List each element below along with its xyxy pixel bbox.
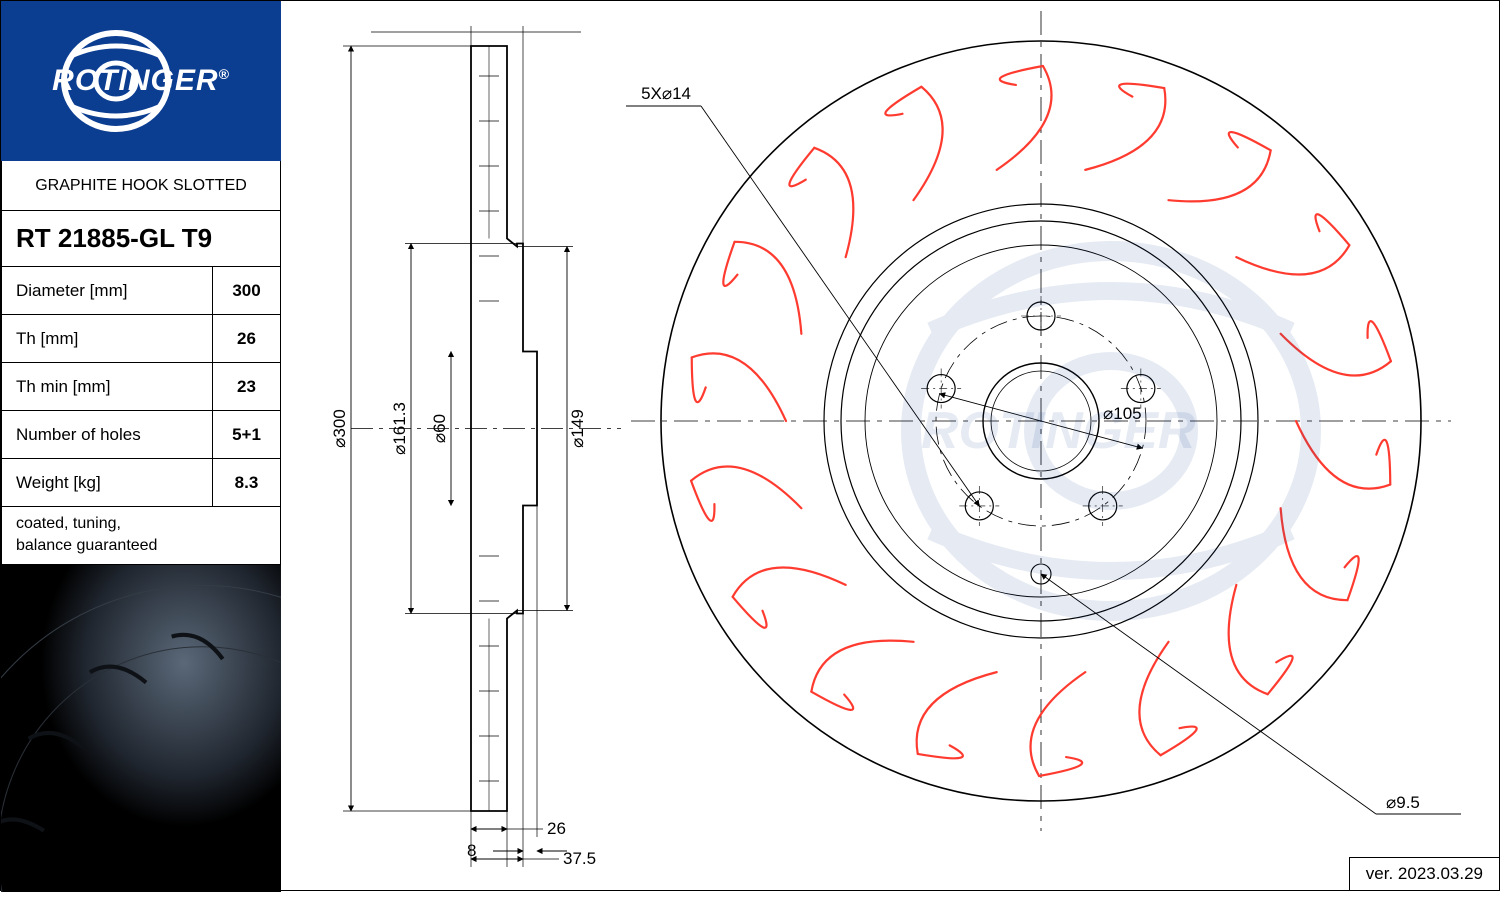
spec-sidebar: ROTINGER® GRAPHITE HOOK SLOTTED RT 21885… xyxy=(1,1,281,892)
spec-notes: coated, tuning,balance guaranteed xyxy=(1,507,281,565)
svg-text:⌀105: ⌀105 xyxy=(1103,404,1142,423)
part-number: RT 21885-GL T9 xyxy=(1,211,281,267)
spec-value: 8.3 xyxy=(212,459,280,506)
spec-row-thmin: Th min [mm] 23 xyxy=(1,363,281,411)
drawing-svg: ⌀300 ⌀161.3 ⌀60 ⌀149 26 37.5 8 5X⌀14 ⌀105 ⌀9.5 xyxy=(281,1,1500,892)
svg-text:⌀161.3: ⌀161.3 xyxy=(390,402,409,455)
product-photo xyxy=(1,565,281,892)
brand-name: ROTINGER® xyxy=(52,64,230,98)
svg-text:5X⌀14: 5X⌀14 xyxy=(641,84,691,103)
spec-value: 23 xyxy=(212,363,280,410)
spec-label: Th min [mm] xyxy=(2,363,212,410)
spec-value: 300 xyxy=(212,267,280,314)
version-label: ver. 2023.03.29 xyxy=(1349,857,1499,890)
svg-text:26: 26 xyxy=(547,819,566,838)
spec-value: 26 xyxy=(212,315,280,362)
spec-value: 5+1 xyxy=(212,411,280,458)
spec-row-holes: Number of holes 5+1 xyxy=(1,411,281,459)
spec-label: Diameter [mm] xyxy=(2,267,212,314)
spec-row-diameter: Diameter [mm] 300 xyxy=(1,267,281,315)
svg-text:⌀60: ⌀60 xyxy=(430,414,449,443)
spec-row-weight: Weight [kg] 8.3 xyxy=(1,459,281,507)
svg-text:8: 8 xyxy=(467,841,476,860)
svg-text:⌀149: ⌀149 xyxy=(568,409,587,448)
spec-label: Weight [kg] xyxy=(2,459,212,506)
svg-text:⌀300: ⌀300 xyxy=(330,409,349,448)
svg-text:⌀9.5: ⌀9.5 xyxy=(1386,793,1420,812)
svg-text:37.5: 37.5 xyxy=(563,849,596,868)
brand-logo-box: ROTINGER® xyxy=(1,1,281,161)
product-subtitle: GRAPHITE HOOK SLOTTED xyxy=(1,161,281,211)
technical-drawing: ROTINGER ⌀300⌀161.3⌀60⌀1492637.58 5X⌀14⌀… xyxy=(281,1,1499,890)
spec-label: Th [mm] xyxy=(2,315,212,362)
spec-row-th: Th [mm] 26 xyxy=(1,315,281,363)
spec-label: Number of holes xyxy=(2,411,212,458)
